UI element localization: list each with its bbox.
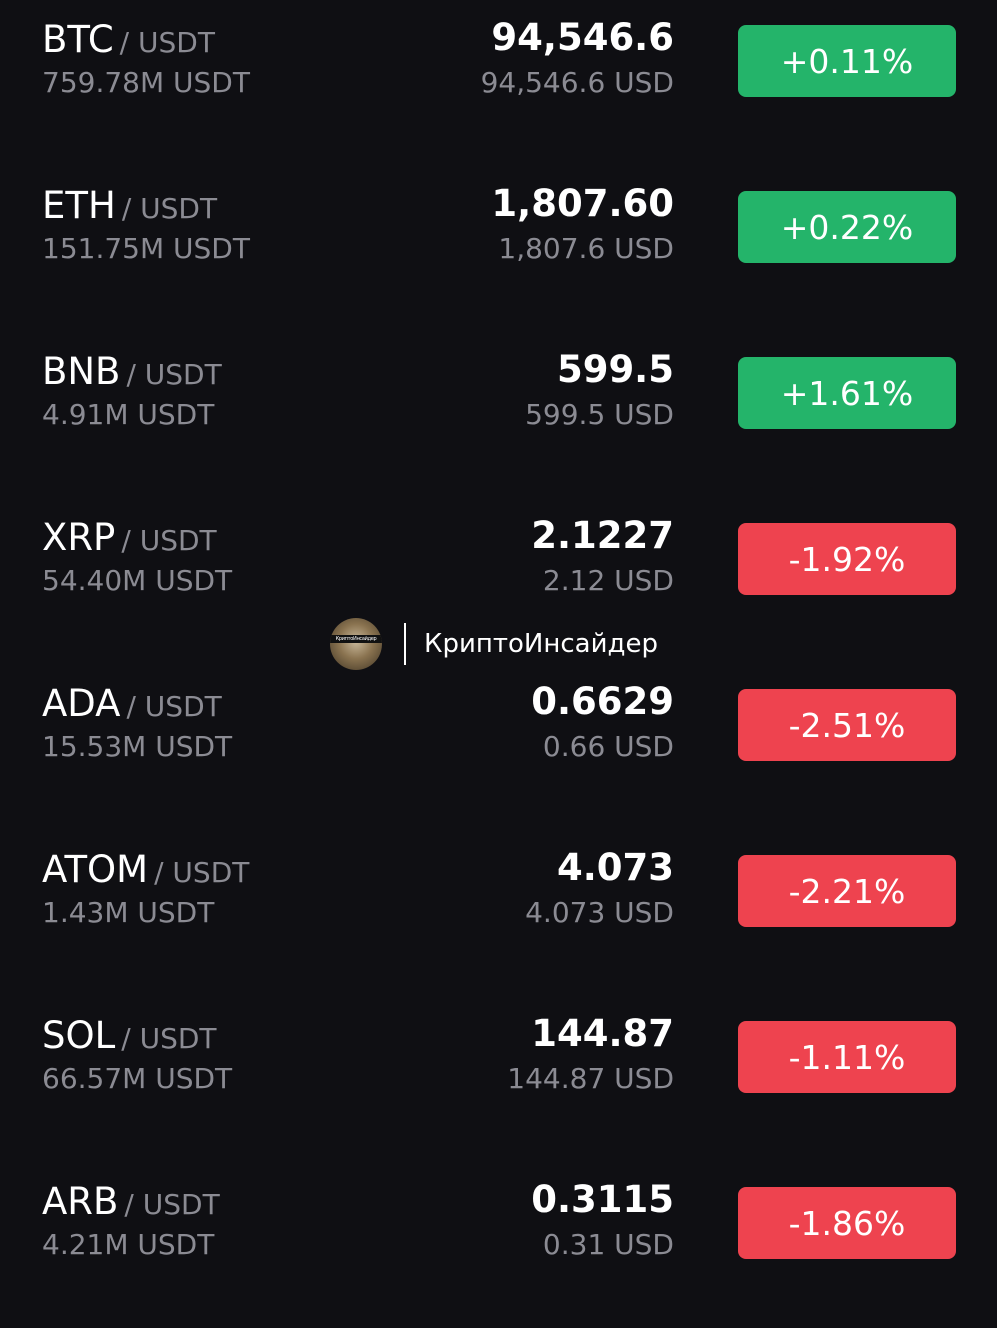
change-badge[interactable]: -2.51%: [738, 689, 956, 761]
pair-name: XRP / USDT: [42, 516, 217, 559]
base-symbol: ETH: [42, 184, 116, 227]
channel-watermark: КриптоИнсайдер КриптоИнсайдер: [330, 618, 658, 670]
last-price: 2.1227: [531, 514, 674, 557]
market-row-ada[interactable]: ADA / USDT 15.53M USDT 0.6629 0.66 USD -2…: [0, 664, 997, 830]
channel-avatar: КриптоИнсайдер: [330, 618, 382, 670]
last-price: 144.87: [531, 1012, 674, 1055]
change-badge[interactable]: +1.61%: [738, 357, 956, 429]
change-badge[interactable]: -1.92%: [738, 523, 956, 595]
market-row-arb[interactable]: ARB / USDT 4.21M USDT 0.3115 0.31 USD -1.…: [0, 1162, 997, 1328]
last-price: 0.6629: [531, 680, 674, 723]
quote-symbol: / USDT: [121, 524, 217, 557]
usd-price: 144.87 USD: [507, 1062, 674, 1095]
last-price: 4.073: [556, 846, 674, 889]
market-row-btc[interactable]: BTC / USDT 759.78M USDT 94,546.6 94,546.6…: [0, 0, 997, 166]
usd-price: 94,546.6 USD: [480, 66, 674, 99]
channel-name: КриптоИнсайдер: [424, 629, 658, 659]
base-symbol: XRP: [42, 516, 116, 559]
pair-name: ADA / USDT: [42, 682, 222, 725]
volume: 66.57M USDT: [42, 1062, 233, 1095]
base-symbol: BTC: [42, 18, 114, 61]
volume: 4.21M USDT: [42, 1228, 215, 1261]
usd-price: 1,807.6 USD: [498, 232, 674, 265]
usd-price: 4.073 USD: [525, 896, 674, 929]
usd-price: 2.12 USD: [542, 564, 674, 597]
last-price: 1,807.60: [491, 182, 674, 225]
usd-price: 599.5 USD: [525, 398, 674, 431]
market-row-sol[interactable]: SOL / USDT 66.57M USDT 144.87 144.87 USD …: [0, 996, 997, 1162]
pair-name: ATOM / USDT: [42, 848, 249, 891]
volume: 15.53M USDT: [42, 730, 233, 763]
market-row-atom[interactable]: ATOM / USDT 1.43M USDT 4.073 4.073 USD -2…: [0, 830, 997, 996]
change-badge[interactable]: -1.11%: [738, 1021, 956, 1093]
quote-symbol: / USDT: [126, 690, 222, 723]
change-badge[interactable]: +0.11%: [738, 25, 956, 97]
base-symbol: ARB: [42, 1180, 119, 1223]
base-symbol: SOL: [42, 1014, 116, 1057]
base-symbol: BNB: [42, 350, 121, 393]
usd-price: 0.66 USD: [542, 730, 674, 763]
change-badge[interactable]: -1.86%: [738, 1187, 956, 1259]
avatar-caption: КриптоИнсайдер: [330, 635, 382, 643]
market-row-eth[interactable]: ETH / USDT 151.75M USDT 1,807.60 1,807.6 …: [0, 166, 997, 332]
market-row-bnb[interactable]: BNB / USDT 4.91M USDT 599.5 599.5 USD +1.…: [0, 332, 997, 498]
last-price: 94,546.6: [491, 16, 674, 59]
pair-name: ETH / USDT: [42, 184, 217, 227]
change-badge[interactable]: +0.22%: [738, 191, 956, 263]
volume: 759.78M USDT: [42, 66, 250, 99]
quote-symbol: / USDT: [119, 26, 215, 59]
base-symbol: ATOM: [42, 848, 149, 891]
volume: 4.91M USDT: [42, 398, 215, 431]
volume: 1.43M USDT: [42, 896, 215, 929]
watermark-divider: [404, 623, 406, 665]
last-price: 599.5: [556, 348, 674, 391]
quote-symbol: / USDT: [121, 192, 218, 225]
pair-name: BNB / USDT: [42, 350, 222, 393]
volume: 151.75M USDT: [42, 232, 250, 265]
base-symbol: ADA: [42, 682, 121, 725]
usd-price: 0.31 USD: [542, 1228, 674, 1261]
quote-symbol: / USDT: [154, 856, 250, 889]
market-row-xrp[interactable]: XRP / USDT 54.40M USDT 2.1227 2.12 USD -1…: [0, 498, 997, 664]
last-price: 0.3115: [531, 1178, 674, 1221]
pair-name: BTC / USDT: [42, 18, 215, 61]
quote-symbol: / USDT: [121, 1022, 217, 1055]
change-badge[interactable]: -2.21%: [738, 855, 956, 927]
quote-symbol: / USDT: [126, 358, 222, 391]
pair-name: ARB / USDT: [42, 1180, 220, 1223]
quote-symbol: / USDT: [124, 1188, 220, 1221]
volume: 54.40M USDT: [42, 564, 233, 597]
pair-name: SOL / USDT: [42, 1014, 217, 1057]
